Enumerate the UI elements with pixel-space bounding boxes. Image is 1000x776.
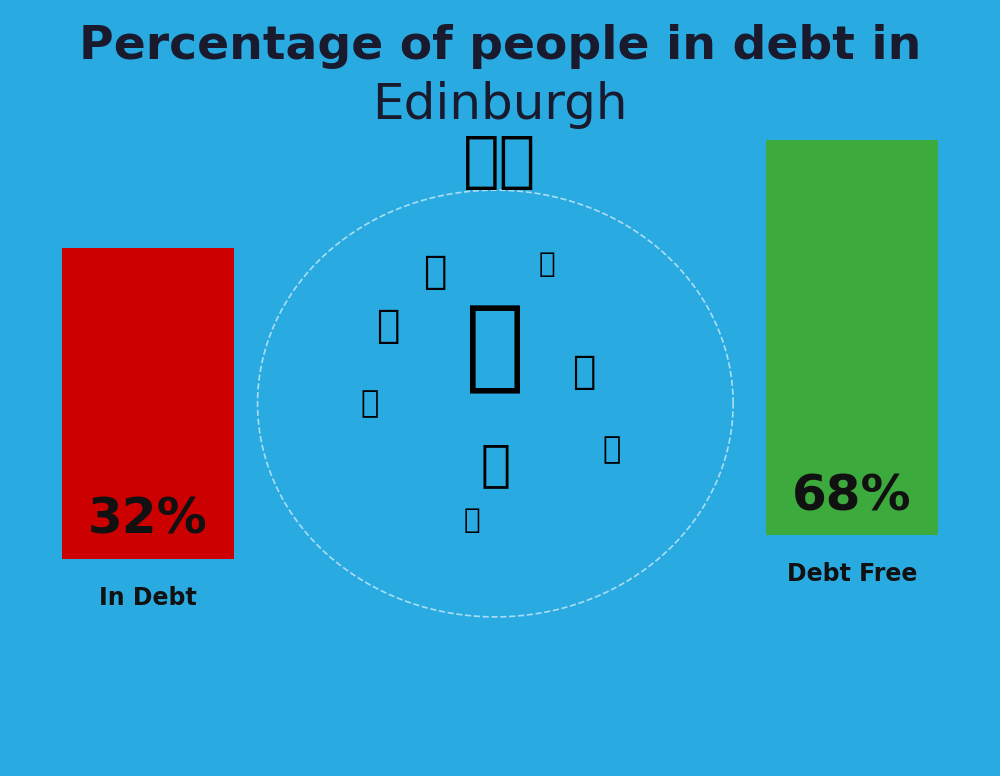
Text: 68%: 68% — [792, 473, 912, 521]
FancyBboxPatch shape — [766, 140, 938, 535]
Text: 32%: 32% — [88, 496, 208, 544]
Text: In Debt: In Debt — [99, 586, 197, 609]
Text: 🇬🇧: 🇬🇧 — [463, 133, 537, 192]
Text: 🚗: 🚗 — [480, 442, 510, 490]
Text: 💼: 💼 — [360, 389, 379, 418]
Text: Debt Free: Debt Free — [787, 563, 917, 586]
Text: 🐷: 🐷 — [464, 506, 480, 534]
Text: 📱: 📱 — [603, 435, 621, 465]
Text: 🎓: 🎓 — [572, 354, 596, 391]
Text: Edinburgh: Edinburgh — [372, 81, 628, 129]
Text: 💵: 💵 — [376, 307, 400, 345]
Text: 🏦: 🏦 — [465, 300, 525, 397]
Text: Percentage of people in debt in: Percentage of people in debt in — [79, 24, 921, 69]
Text: 🔑: 🔑 — [538, 250, 555, 278]
Text: 🏠: 🏠 — [423, 253, 446, 290]
FancyBboxPatch shape — [62, 248, 234, 559]
